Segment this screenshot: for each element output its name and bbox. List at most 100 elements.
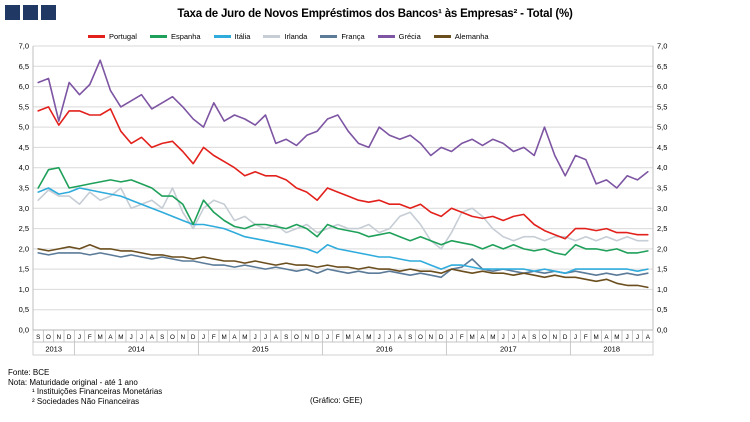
series-line-portugal: [37, 106, 649, 240]
legend-item-grecia: Grécia: [377, 32, 421, 41]
y-axis-tick-label-right: 4,5: [657, 143, 667, 152]
legend-swatch: [263, 35, 281, 38]
x-axis-month-label: M: [594, 334, 599, 341]
x-axis-month-label: S: [408, 334, 412, 341]
series-line-alemanha: [37, 244, 649, 289]
x-axis-month-label: A: [274, 334, 279, 341]
line-chart-canvas: 0,0 0,0 0,5 0,5 1,0 1,0 1,5 1,5 2,0 2,0 2,5 2,5 3,0 3…: [19, 42, 667, 356]
x-axis-month-label: O: [542, 334, 547, 341]
series-line-espanha: [37, 166, 649, 256]
y-axis-tick-label-left: 4,0: [19, 163, 29, 172]
logo-square: [23, 5, 38, 20]
x-axis-month-label: A: [232, 334, 237, 341]
legend-swatch: [433, 35, 451, 38]
legend-item-irlanda: Irlanda: [263, 32, 307, 41]
x-axis-year-label: 2016: [376, 345, 393, 354]
x-axis-month-label: M: [614, 334, 619, 341]
x-axis-month-label: F: [212, 334, 216, 341]
x-axis-month-label: J: [130, 334, 133, 341]
x-axis-year-cell: [569, 341, 654, 356]
series-line-irlanda: [37, 187, 649, 250]
y-axis-tick-label-right: 5,5: [657, 102, 667, 111]
y-axis-tick-label-right: 5,0: [657, 123, 667, 132]
x-axis-month-label: J: [502, 334, 505, 341]
y-axis-tick-label-left: 3,5: [19, 184, 29, 193]
source-note: Fonte: BCE: [8, 368, 50, 377]
x-axis-month-label: M: [242, 334, 247, 341]
series-line-franca: [37, 252, 649, 279]
legend: Portugal Espanha Itália Irlanda França Grécia…: [88, 32, 489, 41]
footer-notes: Fonte: BCE Nota: Maturidade original - a…: [8, 368, 162, 406]
legend-swatch: [320, 35, 338, 38]
y-axis-tick-label-left: 1,5: [19, 265, 29, 274]
y-axis-tick-label-right: 2,5: [657, 224, 667, 233]
x-axis-month-label: J: [254, 334, 257, 341]
y-axis-tick-label-right: 1,5: [657, 265, 667, 274]
x-axis-month-label: M: [366, 334, 371, 341]
x-axis-month-label: F: [584, 334, 588, 341]
y-axis-tick-label-right: 6,0: [657, 82, 667, 91]
legend-item-portugal: Portugal: [88, 32, 137, 41]
y-axis-tick-label-right: 1,0: [657, 285, 667, 294]
y-axis-tick-label-left: 4,5: [19, 143, 29, 152]
x-axis-year-label: 2015: [252, 345, 269, 354]
x-axis-month-label: N: [553, 334, 558, 341]
x-axis-month-label: O: [170, 334, 175, 341]
y-axis-tick-label-left: 2,5: [19, 224, 29, 233]
x-axis-month-label: A: [150, 334, 155, 341]
legend-swatch: [149, 35, 167, 38]
legend-label: Itália: [234, 32, 251, 41]
x-axis-month-label: M: [346, 334, 351, 341]
x-axis-month-label: S: [532, 334, 536, 341]
y-axis-tick-label-right: 4,0: [657, 163, 667, 172]
series-line-grecia: [37, 59, 649, 189]
y-axis-tick-label-right: 0,0: [657, 326, 667, 335]
y-axis-tick-label-left: 0,5: [19, 305, 29, 314]
x-axis-month-label: J: [264, 334, 267, 341]
legend-label: Espanha: [170, 32, 201, 41]
y-axis-tick-label-right: 0,5: [657, 305, 667, 314]
x-axis-month-label: D: [563, 334, 568, 341]
x-axis-month-label: F: [336, 334, 340, 341]
x-axis-month-label: D: [315, 334, 320, 341]
y-axis-tick-label-right: 3,5: [657, 184, 667, 193]
note-line: Nota: Maturidade original - até 1 ano: [8, 377, 138, 387]
x-axis-month-label: J: [512, 334, 515, 341]
x-axis-month-label: J: [140, 334, 143, 341]
chart-title: Taxa de Juro de Novos Empréstimos dos Ba…: [177, 8, 573, 20]
y-axis-tick-label-left: 0,0: [19, 326, 29, 335]
y-axis-tick-label-right: 6,5: [657, 62, 667, 71]
footnote-2: ² Sociedades Não Financeiras: [32, 396, 140, 406]
footnote-1: ¹ Instituições Financeiras Monetárias: [32, 387, 163, 396]
logo: [5, 5, 56, 20]
legend-label: Grécia: [398, 32, 421, 41]
legend-label: Portugal: [109, 32, 137, 41]
x-axis-month-label: F: [88, 334, 92, 341]
legend-label: Irlanda: [284, 32, 308, 41]
x-axis-month-label: M: [470, 334, 475, 341]
x-axis-month-label: N: [429, 334, 434, 341]
x-axis-month-label: A: [480, 334, 485, 341]
legend-item-italia: Itália: [213, 32, 251, 41]
y-axis-tick-label-left: 1,0: [19, 285, 29, 294]
x-axis-month-label: J: [78, 334, 81, 341]
x-axis-month-label: N: [181, 334, 186, 341]
y-axis-tick-label-left: 3,0: [19, 204, 29, 213]
series-line-italia: [37, 187, 649, 275]
legend-item-franca: França: [320, 32, 365, 41]
x-axis-month-label: J: [626, 334, 629, 341]
legend-label: Alemanha: [454, 32, 489, 41]
x-axis-month-label: J: [326, 334, 329, 341]
x-axis-month-label: M: [222, 334, 227, 341]
x-axis-month-label: S: [36, 334, 40, 341]
x-axis-month-label: A: [398, 334, 403, 341]
x-axis-month-label: D: [67, 334, 72, 341]
x-axis-month-label: J: [388, 334, 391, 341]
y-axis-tick-label-left: 6,5: [19, 62, 29, 71]
logo-square: [5, 5, 20, 20]
x-axis-year-label: 2014: [128, 345, 145, 354]
legend-swatch: [213, 35, 231, 38]
x-axis-month-label: A: [522, 334, 527, 341]
legend-swatch: [377, 35, 395, 38]
x-axis-year-label: 2018: [603, 345, 620, 354]
